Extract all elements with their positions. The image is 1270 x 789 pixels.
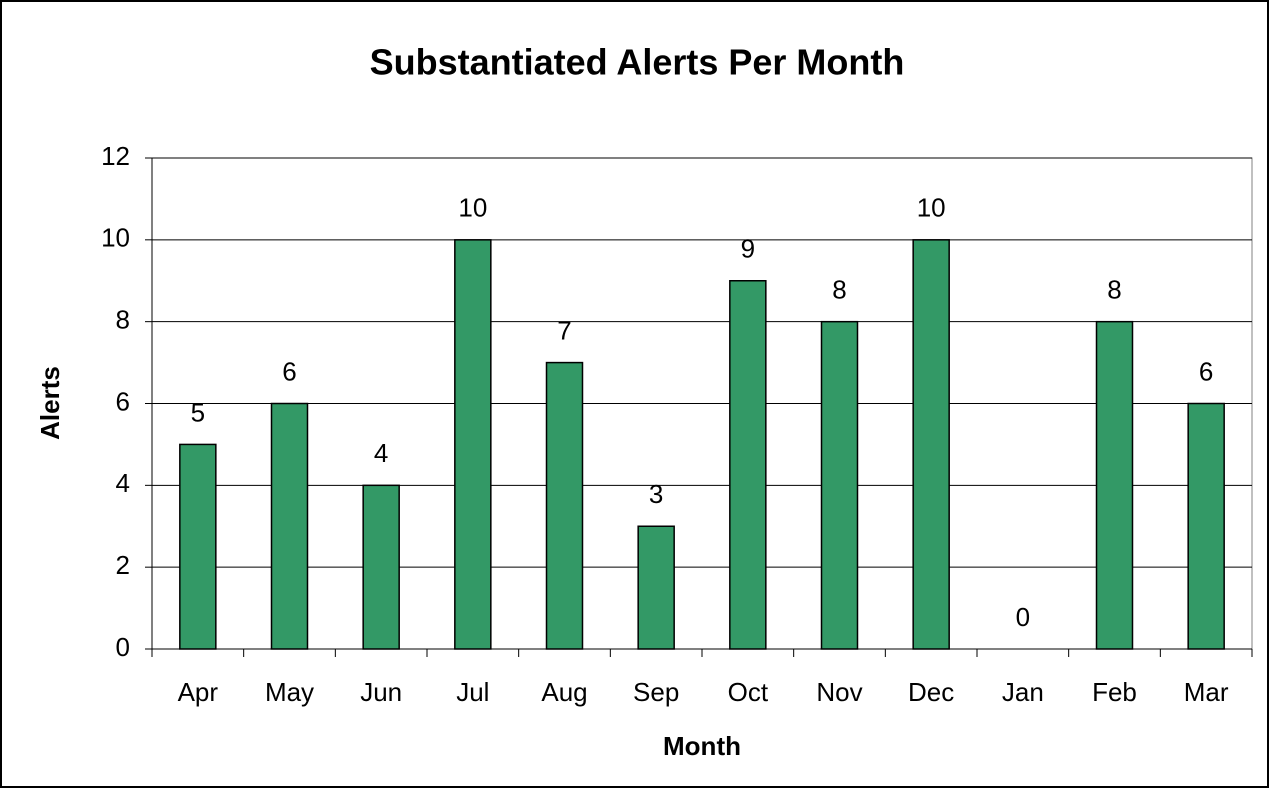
y-tick-label: 2 — [116, 550, 130, 580]
y-tick-label: 8 — [116, 305, 130, 335]
x-tick-label: Dec — [908, 677, 954, 707]
bar — [912, 239, 950, 650]
y-tick-label: 4 — [116, 468, 130, 498]
x-tick-label: Jan — [1002, 677, 1044, 707]
bar — [1095, 320, 1134, 650]
y-tick-label: 12 — [101, 141, 130, 171]
x-tick-label: Oct — [728, 677, 769, 707]
data-label: 3 — [649, 479, 663, 509]
y-tick-label: 6 — [116, 386, 130, 416]
x-tick-label: May — [265, 677, 314, 707]
data-label: 8 — [832, 275, 846, 305]
data-label: 10 — [917, 193, 946, 223]
data-label: 0 — [1016, 602, 1030, 632]
bar — [1187, 402, 1225, 650]
x-tick-label: Sep — [633, 677, 679, 707]
bar — [637, 525, 675, 650]
bar — [362, 484, 400, 650]
data-label: 4 — [374, 438, 388, 468]
y-tick-label: 0 — [116, 632, 130, 662]
bar — [820, 320, 859, 650]
bar — [270, 402, 309, 650]
x-tick-label: Apr — [178, 677, 219, 707]
data-label: 10 — [458, 193, 487, 223]
x-tick-label: Feb — [1092, 677, 1137, 707]
y-axis-label: Alerts — [35, 366, 65, 440]
bar — [729, 280, 767, 650]
chart-title: Substantiated Alerts Per Month — [370, 42, 905, 83]
y-tick-label: 10 — [101, 223, 130, 253]
x-tick-label: Nov — [816, 677, 862, 707]
data-label: 6 — [1199, 356, 1213, 386]
bar — [454, 239, 492, 650]
data-label: 6 — [282, 356, 296, 386]
bar — [545, 361, 584, 650]
x-tick-label: Jun — [360, 677, 402, 707]
x-tick-label: Aug — [541, 677, 587, 707]
x-tick-label: Mar — [1184, 677, 1229, 707]
data-label: 7 — [557, 315, 571, 345]
bar — [179, 443, 217, 650]
data-label: 9 — [741, 234, 755, 264]
data-label: 5 — [191, 397, 205, 427]
x-axis-label: Month — [663, 731, 741, 761]
data-label: 8 — [1107, 275, 1121, 305]
x-tick-label: Jul — [456, 677, 489, 707]
